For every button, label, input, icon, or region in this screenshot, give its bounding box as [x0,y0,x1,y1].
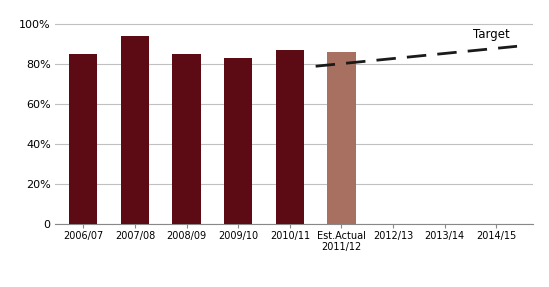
Bar [172,54,201,224]
Text: Target: Target [473,28,509,41]
Bar [327,52,356,224]
Bar [276,50,304,224]
Bar [121,36,149,224]
Bar [224,58,253,224]
Bar [69,54,98,224]
